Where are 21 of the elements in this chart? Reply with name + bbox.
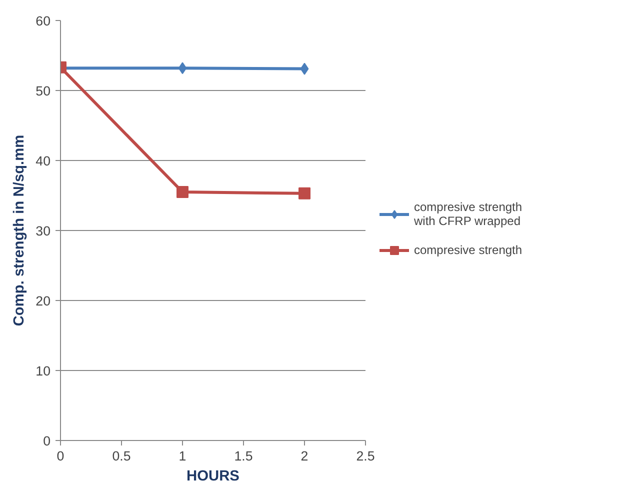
- x-axis-title: HOURS: [186, 468, 240, 484]
- y-tick-label: 50: [36, 84, 51, 98]
- x-tick-label: 0: [56, 448, 64, 464]
- y-tick-label: 20: [36, 294, 51, 308]
- y-tick-label: 10: [36, 364, 51, 378]
- x-tick-label: 0.5: [112, 448, 131, 464]
- y-tick-label: 40: [36, 154, 51, 168]
- point: [298, 187, 310, 200]
- x-tick-label: 1.5: [234, 448, 253, 464]
- legend-label: compresive strength: [414, 243, 522, 257]
- y-tick-label: 30: [36, 224, 51, 238]
- x-tick-label: 1: [178, 448, 186, 464]
- legend-label: compresive strength with CFRP wrapped: [414, 200, 522, 228]
- point: [178, 62, 187, 74]
- y-tick-label: 0: [43, 434, 51, 448]
- point: [176, 186, 188, 198]
- x-tick-label: 2: [300, 448, 308, 464]
- y-axis-title: Comp. strength in N/sq.mm: [12, 134, 28, 326]
- x-tick-label: 2.5: [356, 448, 375, 464]
- y-tick-label: 60: [36, 14, 51, 28]
- point: [300, 62, 309, 75]
